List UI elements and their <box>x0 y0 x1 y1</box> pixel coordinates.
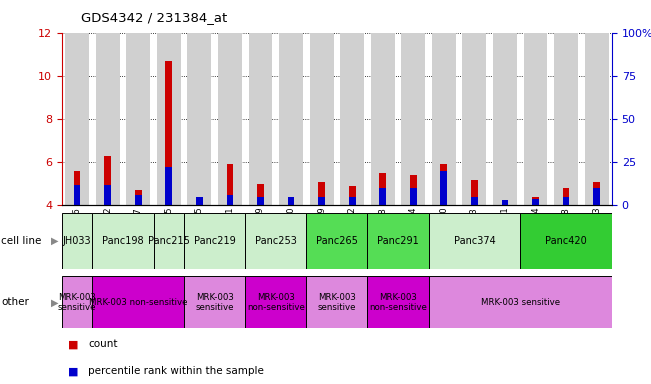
Bar <box>523 33 547 205</box>
Text: ■: ■ <box>68 339 79 349</box>
Text: MRK-003 non-sensitive: MRK-003 non-sensitive <box>89 298 187 307</box>
Bar <box>462 33 486 205</box>
Bar <box>441 171 447 205</box>
Text: percentile rank within the sample: percentile rank within the sample <box>88 366 264 376</box>
Bar <box>135 190 142 205</box>
Bar <box>92 213 154 269</box>
Text: ■: ■ <box>68 366 79 376</box>
Bar <box>502 200 508 205</box>
Bar <box>184 276 245 328</box>
Bar <box>562 197 570 205</box>
Bar <box>165 61 172 205</box>
Bar <box>349 197 355 205</box>
Bar <box>135 195 142 205</box>
Bar <box>532 199 539 205</box>
Bar <box>96 33 120 205</box>
Bar <box>218 33 242 205</box>
Bar <box>62 213 92 269</box>
Text: MRK-003
sensitive: MRK-003 sensitive <box>195 293 234 312</box>
Text: ▶: ▶ <box>51 297 59 308</box>
Bar <box>367 213 428 269</box>
Text: MRK-003 sensitive: MRK-003 sensitive <box>480 298 560 307</box>
Bar <box>471 180 478 205</box>
Bar <box>340 33 364 205</box>
Bar <box>249 33 272 205</box>
Text: ▶: ▶ <box>51 236 59 246</box>
Bar <box>471 197 478 205</box>
Bar <box>104 185 111 205</box>
Text: MRK-003
non-sensitive: MRK-003 non-sensitive <box>247 293 305 312</box>
Bar <box>245 213 307 269</box>
Bar <box>593 188 600 205</box>
Text: MRK-003
sensitive: MRK-003 sensitive <box>58 293 96 312</box>
Bar <box>279 33 303 205</box>
Bar <box>380 173 386 205</box>
Bar <box>532 197 539 205</box>
Bar <box>126 33 150 205</box>
Bar <box>428 213 520 269</box>
Bar <box>428 276 612 328</box>
Text: Panc198: Panc198 <box>102 236 144 246</box>
Bar <box>307 213 367 269</box>
Bar <box>74 171 81 205</box>
Bar <box>402 33 425 205</box>
Bar <box>432 33 456 205</box>
Text: cell line: cell line <box>1 236 42 246</box>
Bar <box>554 33 578 205</box>
Bar <box>104 156 111 205</box>
Bar <box>288 197 294 205</box>
Text: count: count <box>88 339 117 349</box>
Bar <box>367 276 428 328</box>
Bar <box>371 33 395 205</box>
Text: Panc291: Panc291 <box>377 236 419 246</box>
Bar <box>310 33 333 205</box>
Bar <box>562 188 570 205</box>
Bar <box>257 184 264 205</box>
Text: JH033: JH033 <box>62 236 91 246</box>
Text: other: other <box>1 297 29 308</box>
Bar <box>65 33 89 205</box>
Bar <box>493 33 517 205</box>
Text: Panc253: Panc253 <box>255 236 297 246</box>
Bar <box>184 213 245 269</box>
Bar <box>154 213 184 269</box>
Text: Panc215: Panc215 <box>148 236 189 246</box>
Bar <box>157 33 181 205</box>
Bar <box>410 175 417 205</box>
Bar <box>165 167 172 205</box>
Text: Panc420: Panc420 <box>546 236 587 246</box>
Bar <box>62 276 92 328</box>
Text: Panc219: Panc219 <box>194 236 236 246</box>
Bar <box>227 164 233 205</box>
Bar <box>245 276 307 328</box>
Bar <box>196 199 202 205</box>
Text: MRK-003
sensitive: MRK-003 sensitive <box>318 293 356 312</box>
Bar <box>307 276 367 328</box>
Text: MRK-003
non-sensitive: MRK-003 non-sensitive <box>369 293 427 312</box>
Bar <box>441 164 447 205</box>
Bar <box>318 182 325 205</box>
Bar <box>520 213 612 269</box>
Bar <box>410 188 417 205</box>
Bar <box>502 201 508 205</box>
Bar <box>257 197 264 205</box>
Bar <box>74 185 81 205</box>
Bar <box>288 197 294 205</box>
Text: Panc265: Panc265 <box>316 236 358 246</box>
Text: Panc374: Panc374 <box>454 236 495 246</box>
Bar <box>593 182 600 205</box>
Text: GDS4342 / 231384_at: GDS4342 / 231384_at <box>81 12 228 25</box>
Bar <box>380 188 386 205</box>
Bar <box>227 195 233 205</box>
Bar <box>92 276 184 328</box>
Bar <box>318 197 325 205</box>
Bar <box>585 33 609 205</box>
Bar <box>196 197 202 205</box>
Bar <box>349 186 355 205</box>
Bar <box>187 33 212 205</box>
